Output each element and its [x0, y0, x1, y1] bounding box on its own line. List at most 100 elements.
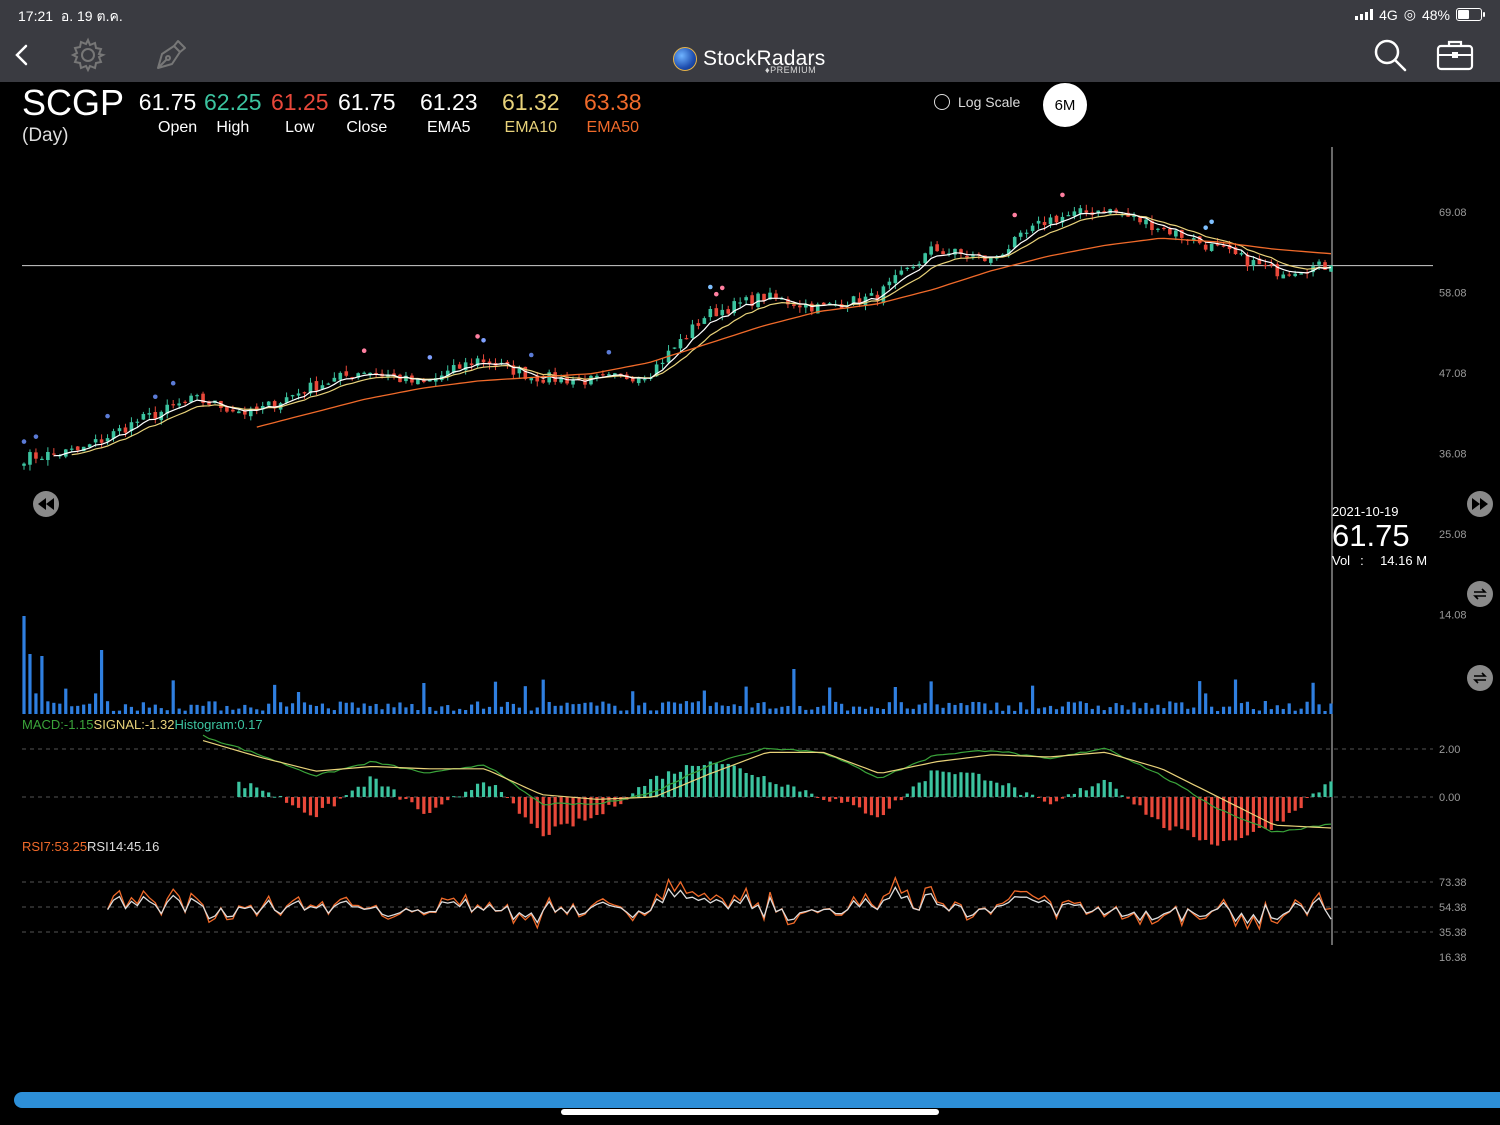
fast-forward-icon[interactable]: [1467, 491, 1493, 517]
macd-histogram-bar: [487, 786, 492, 797]
volume-bar: [857, 706, 862, 714]
macd-histogram-bar: [398, 797, 402, 800]
volume-bar: [111, 710, 116, 714]
drawing-pen-icon[interactable]: [151, 36, 189, 74]
quote-ema5: 61.23 EMA5: [420, 88, 478, 138]
candle-body: [105, 438, 110, 442]
low-label: Low: [285, 119, 315, 136]
volume-bar: [690, 702, 695, 714]
volume-bar: [273, 684, 277, 714]
battery-icon: [1456, 8, 1485, 21]
macd-histogram-bar: [1245, 797, 1250, 836]
macd-legend: MACD:-1.15SIGNAL:-1.32Histogram:0.17: [22, 717, 263, 732]
candle-body: [93, 439, 98, 443]
volume-bar: [34, 693, 38, 714]
candle-body: [553, 372, 557, 382]
search-icon[interactable]: [1371, 36, 1409, 74]
macd-histogram-bar: [905, 793, 909, 797]
candle-body: [272, 401, 277, 409]
volume-bar: [344, 702, 348, 714]
macd-histogram-bar: [1132, 797, 1136, 805]
macd-histogram-bar: [965, 772, 969, 797]
volume-bar: [105, 701, 110, 714]
volume-bar: [475, 701, 480, 714]
volume-bar: [1156, 704, 1160, 714]
volume-bar: [1108, 707, 1112, 714]
volume-bar: [243, 704, 247, 714]
candle-body: [905, 267, 910, 269]
volume-bar: [696, 701, 700, 714]
portfolio-briefcase-icon[interactable]: [1436, 36, 1474, 74]
quote-close: 61.75 Close: [338, 88, 396, 138]
volume-bar: [1245, 701, 1250, 714]
volume-bar: [720, 705, 724, 714]
quote-open: 61.75 Open: [138, 88, 197, 138]
macd-histogram-bar: [440, 797, 444, 805]
macd-histogram-bar: [243, 788, 247, 797]
log-scale-radio-icon[interactable]: [934, 94, 950, 110]
candle-body: [672, 347, 677, 349]
signal-dot: [1203, 225, 1208, 230]
candle-body: [1012, 237, 1017, 248]
volume-bar: [589, 702, 593, 714]
candle-body: [696, 323, 701, 326]
volume-bar: [977, 702, 981, 714]
macd-histogram-bar: [655, 775, 659, 797]
candle-body: [523, 366, 528, 379]
volume-bar: [959, 703, 963, 714]
bottom-scroll-bar[interactable]: [14, 1092, 1500, 1108]
macd-histogram-bar: [249, 783, 253, 797]
quote-high: 62.25 High: [204, 88, 262, 138]
macd-histogram-bar: [362, 786, 366, 797]
volume-bar: [1132, 702, 1136, 714]
macd-histogram-bar: [279, 795, 283, 797]
volume-bar: [213, 701, 217, 714]
volume-bar: [1329, 703, 1333, 714]
swap-rsi-icon[interactable]: [1467, 665, 1493, 691]
macd-histogram-bar: [565, 797, 569, 824]
candle-body: [445, 370, 450, 376]
settings-gear-icon[interactable]: [69, 36, 107, 74]
volume-bar: [1251, 709, 1256, 714]
candle-body: [1257, 258, 1262, 265]
candle-body: [804, 304, 808, 308]
candle-body: [87, 444, 92, 448]
candle-body: [99, 439, 104, 443]
macd-histogram-bar: [1048, 797, 1053, 805]
macd-histogram-bar: [971, 772, 975, 797]
macd-histogram-bar: [470, 790, 474, 797]
brand-name: StockRadars: [703, 47, 826, 70]
macd-histogram-bar: [863, 797, 868, 814]
candle-body: [404, 375, 408, 382]
volume-bar: [780, 706, 784, 714]
candle-body: [171, 404, 176, 406]
macd-histogram-bar: [983, 780, 987, 797]
candle-body: [1084, 210, 1089, 213]
signal-dot: [1209, 219, 1214, 225]
candle-body: [22, 463, 26, 466]
signal-value-label: SIGNAL:-1.32: [93, 717, 175, 732]
volume-bar: [1317, 704, 1321, 714]
volume-bar: [362, 703, 366, 714]
volume-bar: [613, 705, 617, 714]
candle-body: [487, 361, 492, 365]
candle-body: [1329, 265, 1333, 272]
back-icon[interactable]: [4, 36, 42, 74]
swap-macd-icon[interactable]: [1467, 581, 1493, 607]
macd-histogram-bar: [547, 797, 551, 835]
macd-histogram-bar: [535, 797, 539, 829]
candle-body: [356, 373, 361, 378]
rewind-icon[interactable]: [33, 491, 59, 517]
volume-bar: [428, 706, 432, 714]
macd-histogram-bar: [720, 764, 724, 797]
volume-bar: [965, 705, 969, 714]
macd-histogram-bar: [935, 770, 939, 797]
volume-bar: [631, 691, 635, 714]
range-6m-button[interactable]: 6M: [1043, 83, 1087, 127]
volume-bar: [607, 703, 611, 714]
volume-bar: [1144, 702, 1148, 714]
volume-bar: [493, 681, 498, 714]
log-scale-toggle[interactable]: Log Scale: [934, 94, 1020, 110]
macd-histogram-bar: [1317, 792, 1321, 797]
